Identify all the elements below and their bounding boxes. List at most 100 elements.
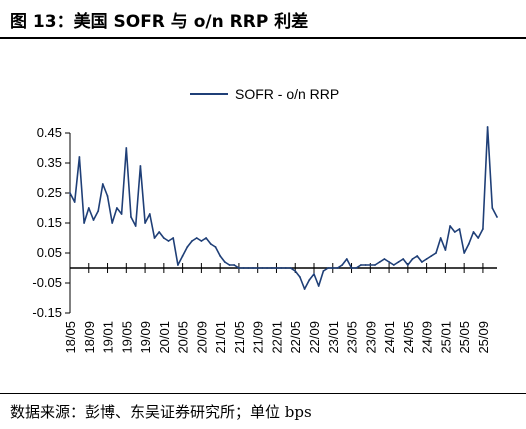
data-point	[233, 264, 236, 266]
data-point	[134, 225, 137, 227]
data-point	[421, 261, 423, 263]
data-point	[252, 267, 254, 269]
x-tick-label: 20/09	[194, 321, 209, 354]
data-point	[214, 246, 217, 248]
data-point	[369, 264, 372, 266]
data-point	[313, 273, 315, 275]
y-tick-label: -0.15	[32, 305, 62, 320]
data-point	[444, 249, 447, 251]
data-point	[336, 267, 339, 269]
x-tick-label: 23/01	[326, 321, 341, 354]
data-point	[167, 240, 170, 242]
data-point	[186, 246, 189, 248]
data-point	[416, 255, 419, 257]
x-tick-label: 20/01	[157, 321, 172, 354]
x-tick-label: 18/09	[82, 321, 97, 354]
data-point	[341, 264, 344, 266]
data-point	[97, 210, 100, 212]
data-point	[73, 201, 76, 203]
data-point	[289, 267, 292, 269]
data-point	[322, 270, 325, 272]
data-point	[496, 216, 498, 218]
x-tick-label: 21/09	[251, 321, 266, 354]
x-tick-label: 24/09	[420, 321, 435, 354]
y-tick-label: -0.05	[32, 275, 62, 290]
data-point	[388, 261, 390, 263]
data-point	[92, 219, 95, 221]
data-point	[223, 261, 226, 263]
data-point	[144, 222, 147, 224]
data-point	[486, 126, 489, 128]
series-line-sofr-rrp	[69, 126, 498, 290]
y-tick-label: 0.05	[37, 245, 62, 260]
data-point	[139, 165, 142, 167]
data-point	[200, 240, 203, 242]
data-point	[453, 231, 456, 233]
bottom-rule	[0, 393, 526, 394]
data-point	[83, 222, 85, 224]
data-point	[294, 270, 297, 272]
data-point	[360, 264, 362, 266]
line-chart: SOFR - o/n RRP 0.45 0.35 0.25 0.15 0.05 -0.05…	[32, 86, 498, 354]
data-point	[378, 261, 381, 263]
data-point	[383, 258, 386, 260]
data-point	[172, 237, 175, 239]
data-point	[392, 264, 395, 266]
data-point	[317, 285, 320, 287]
y-tick-label: 0.35	[37, 155, 62, 170]
figure-title: 图 13：美国 SOFR 与 o/n RRP 利差	[10, 12, 309, 32]
x-tick-label: 19/01	[101, 321, 116, 354]
data-point	[106, 195, 109, 197]
data-point	[219, 255, 222, 257]
data-point	[467, 243, 470, 245]
x-tick-label: 21/05	[232, 321, 247, 354]
data-point	[205, 237, 208, 239]
x-tick-label: 25/05	[457, 321, 472, 354]
data-point	[130, 216, 132, 218]
data-point	[331, 267, 334, 269]
data-point	[482, 228, 484, 230]
data-point	[439, 237, 442, 239]
data-point	[78, 156, 81, 158]
data-point	[69, 192, 71, 194]
data-point	[303, 288, 306, 290]
x-tick-label: 21/01	[213, 321, 228, 354]
data-point	[242, 267, 245, 269]
data-point	[125, 147, 128, 149]
y-tick-label: 0.25	[37, 185, 62, 200]
data-point	[148, 213, 151, 215]
x-tick-label: 22/09	[307, 321, 322, 354]
legend-label: SOFR - o/n RRP	[235, 86, 339, 102]
top-rule	[0, 37, 526, 39]
x-tick-label: 24/01	[382, 321, 397, 354]
data-point	[284, 267, 287, 269]
data-point	[209, 243, 212, 245]
data-point	[308, 279, 311, 281]
data-point	[228, 264, 231, 266]
data-point	[463, 252, 466, 254]
data-point	[350, 267, 353, 269]
y-tick-label: 0.45	[37, 125, 62, 140]
data-point	[345, 258, 348, 260]
data-point	[266, 267, 268, 269]
x-tick-label: 23/05	[345, 321, 360, 354]
data-point	[101, 183, 104, 185]
data-point	[162, 237, 165, 239]
data-point	[435, 252, 437, 254]
data-point	[177, 264, 179, 266]
data-point	[261, 267, 264, 269]
x-tick-label: 25/01	[438, 321, 453, 354]
x-tick-label: 24/05	[401, 321, 416, 354]
data-point	[275, 267, 278, 269]
y-tick-label: 0.15	[37, 215, 62, 230]
x-tick-label: 18/05	[63, 321, 78, 354]
data-point	[256, 267, 259, 269]
x-tick-label: 19/05	[119, 321, 134, 354]
data-point	[111, 222, 114, 224]
data-point	[116, 207, 118, 209]
data-point	[449, 225, 451, 227]
data-point	[247, 267, 250, 269]
data-point	[374, 264, 376, 266]
x-tick-label: 20/05	[176, 321, 191, 354]
